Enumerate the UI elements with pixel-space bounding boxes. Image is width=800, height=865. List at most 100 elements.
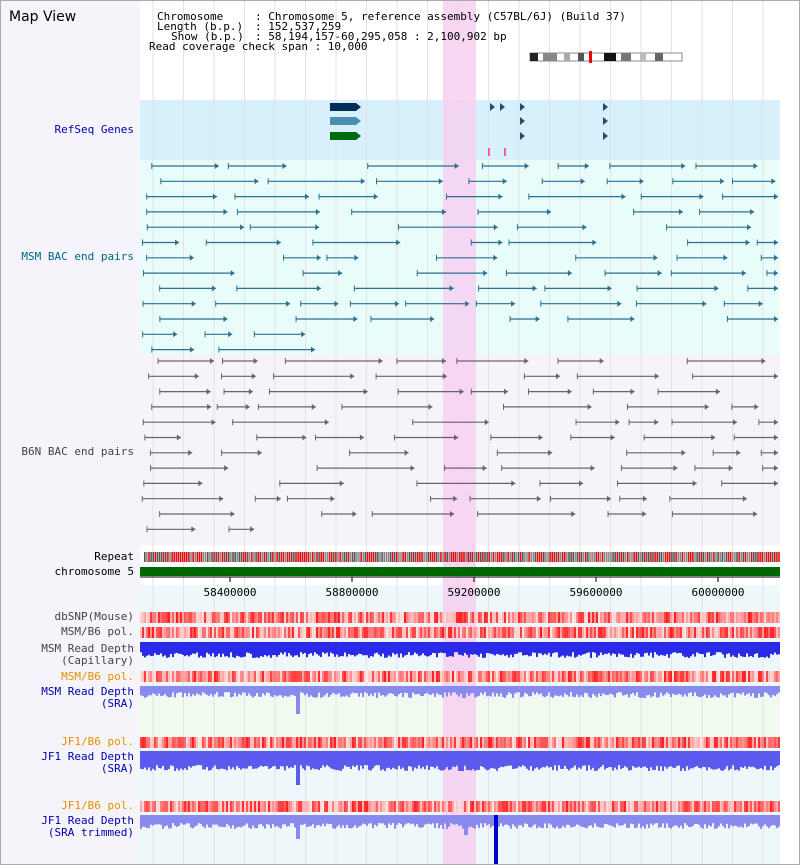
heat-cell xyxy=(644,671,646,682)
heat-cell xyxy=(164,737,166,748)
heat-cell xyxy=(310,627,312,638)
heat-cell xyxy=(446,612,448,623)
track-label-msm-depth-capillary[interactable]: MSM Read Depth xyxy=(41,642,134,655)
heat-cell xyxy=(510,627,512,638)
depth-bar xyxy=(262,642,264,657)
heat-cell xyxy=(166,737,168,748)
heat-cell xyxy=(588,737,590,748)
bac-end-arrow xyxy=(214,163,219,169)
track-label-repeat[interactable]: Repeat xyxy=(94,550,134,563)
repeat-mark xyxy=(534,552,537,562)
heat-cell xyxy=(340,612,342,623)
heat-cell xyxy=(658,801,660,812)
heat-cell xyxy=(558,801,560,812)
heat-cell xyxy=(162,737,164,748)
heat-cell xyxy=(762,612,764,623)
depth-bar xyxy=(204,686,206,694)
track-label-dbsnp[interactable]: dbSNP(Mouse) xyxy=(54,610,134,623)
repeat-mark xyxy=(612,552,614,562)
depth-bar xyxy=(244,751,246,769)
repeat-mark xyxy=(368,552,371,562)
heat-cell xyxy=(644,737,646,748)
heat-cell xyxy=(456,737,458,748)
depth-bar xyxy=(598,751,600,769)
track-label-msm-depth-sra[interactable]: MSM Read Depth xyxy=(41,685,134,698)
depth-bar xyxy=(600,751,602,767)
track-label-refseq[interactable]: RefSeq Genes xyxy=(54,123,134,136)
heat-cell xyxy=(254,612,256,623)
depth-bar xyxy=(204,751,206,770)
heat-cell xyxy=(646,612,648,623)
repeat-mark xyxy=(207,552,209,562)
track-label-msm-b6-pol-1[interactable]: MSM/B6 pol. xyxy=(61,625,134,638)
repeat-mark xyxy=(467,552,469,562)
bac-end-arrow xyxy=(555,373,560,380)
track-label-msm-b6-pol-2[interactable]: MSM/B6 pol. xyxy=(61,670,134,683)
heat-cell xyxy=(512,737,514,748)
depth-bar xyxy=(150,815,152,825)
depth-bar xyxy=(552,686,554,698)
track-label-jf1-depth-trimmed[interactable]: JF1 Read Depth xyxy=(41,814,134,827)
heat-cell xyxy=(416,612,418,623)
depth-bar xyxy=(448,815,450,827)
heat-cell xyxy=(774,612,776,623)
heat-cell xyxy=(352,737,354,748)
chromosome-value: : Chromosome 5, reference assembly (C57B… xyxy=(255,10,626,23)
heat-cell xyxy=(704,671,706,682)
track-label-jf1-pol-2[interactable]: JF1/B6 pol. xyxy=(61,799,134,812)
heat-cell xyxy=(150,627,152,638)
depth-bar xyxy=(292,686,294,696)
heat-cell xyxy=(768,671,770,682)
track-label-msm-bac[interactable]: MSM BAC end pairs xyxy=(21,250,134,263)
depth-bar xyxy=(226,815,228,825)
depth-bar xyxy=(326,642,328,653)
heat-cell xyxy=(426,671,428,682)
depth-bar xyxy=(758,751,760,769)
depth-bar xyxy=(346,686,348,696)
depth-bar xyxy=(486,751,488,771)
repeat-mark xyxy=(144,552,146,562)
depth-bar xyxy=(634,686,636,696)
heat-cell xyxy=(298,612,300,623)
depth-bar xyxy=(772,686,774,695)
depth-bar xyxy=(450,751,452,770)
heat-cell xyxy=(520,627,522,638)
depth-bar xyxy=(302,815,304,825)
repeat-mark xyxy=(648,552,650,562)
heat-cell xyxy=(518,612,520,623)
heat-cell xyxy=(368,671,370,682)
track-label-jf1-pol-1[interactable]: JF1/B6 pol. xyxy=(61,735,134,748)
heat-cell xyxy=(244,627,246,638)
track-label-b6n-bac[interactable]: B6N BAC end pairs xyxy=(21,445,134,458)
heat-cell xyxy=(238,801,240,812)
depth-bar xyxy=(252,642,254,658)
depth-bar xyxy=(314,751,316,770)
depth-bar xyxy=(142,815,144,827)
bac-end-arrow xyxy=(673,465,678,472)
depth-bar xyxy=(190,815,192,828)
heat-cell xyxy=(708,801,710,812)
heat-cell xyxy=(546,612,548,623)
heat-cell xyxy=(736,671,738,682)
heat-cell xyxy=(670,671,672,682)
bac-end-arrow xyxy=(653,254,658,261)
track-label-jf1-depth-sra[interactable]: JF1 Read Depth xyxy=(41,750,134,763)
heat-cell xyxy=(570,801,572,812)
heat-cell xyxy=(312,737,314,748)
bac-end-arrow xyxy=(230,511,235,517)
depth-bar xyxy=(722,686,724,696)
repeat-mark xyxy=(236,552,238,562)
heat-cell xyxy=(292,671,294,682)
depth-bar xyxy=(214,751,216,766)
depth-bar xyxy=(674,686,676,695)
depth-bar xyxy=(500,642,502,656)
heat-cell xyxy=(608,801,610,812)
depth-bar xyxy=(292,751,294,768)
depth-bar xyxy=(710,751,712,769)
heat-cell xyxy=(716,612,718,623)
heat-cell xyxy=(330,737,332,748)
repeat-mark xyxy=(297,552,299,562)
heat-cell xyxy=(650,737,652,748)
depth-bar xyxy=(310,751,312,770)
